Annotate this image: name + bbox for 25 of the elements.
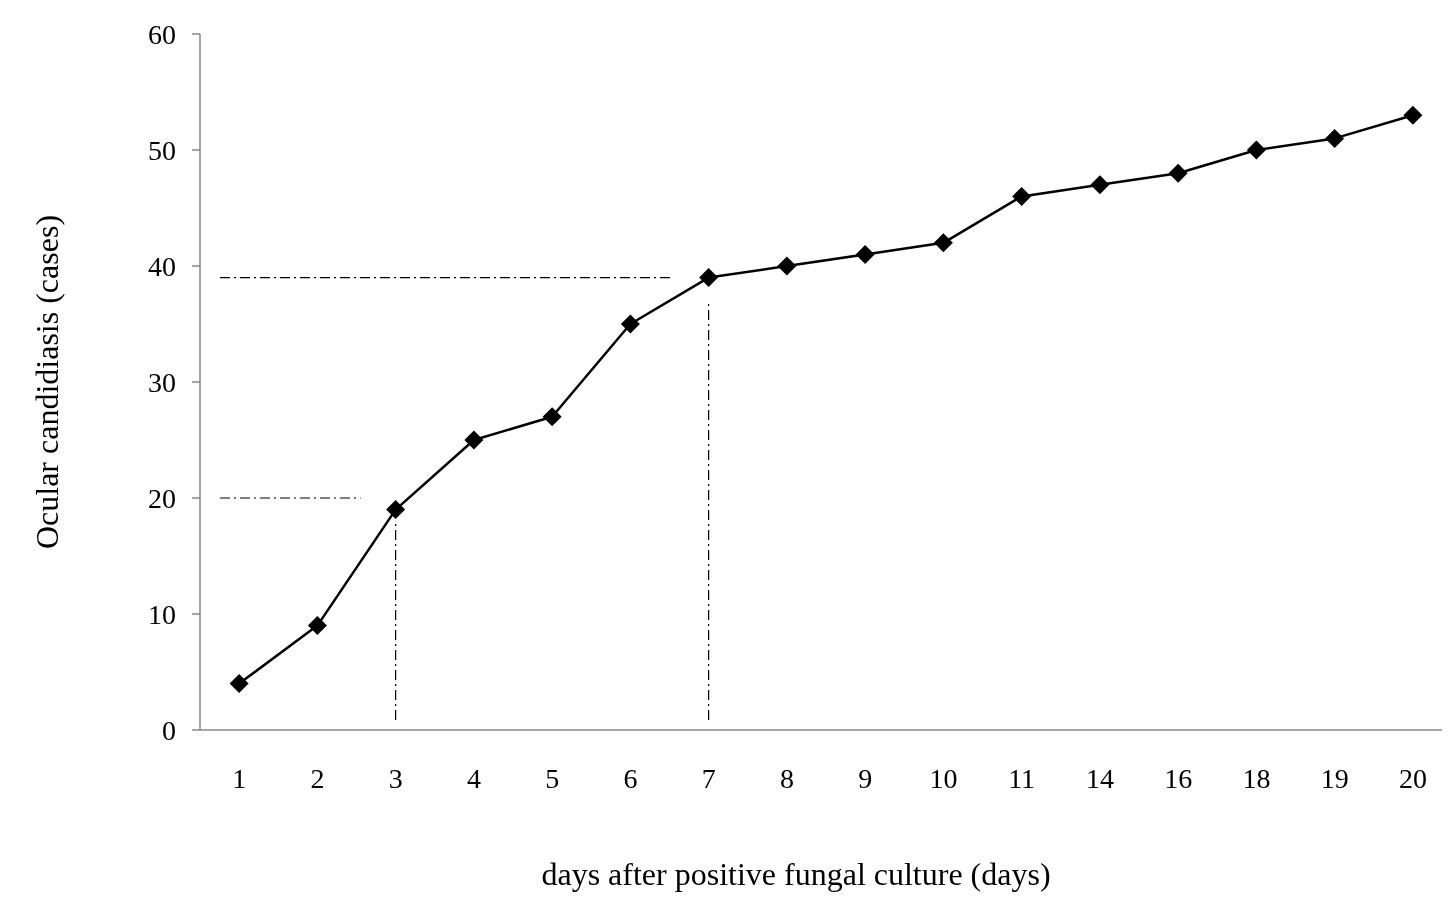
x-tick-label: 7: [701, 763, 716, 794]
x-tick-label: 8: [779, 763, 794, 794]
x-tick-label: 5: [545, 763, 560, 794]
x-tick-label: 2: [310, 763, 325, 794]
y-tick-label: 20: [148, 482, 176, 514]
y-tick-label: 30: [148, 366, 176, 398]
y-axis-title: Ocular candidiasis (cases): [29, 214, 65, 550]
x-tick-label: 16: [1164, 763, 1193, 794]
y-tick-label: 60: [148, 18, 176, 50]
x-tick-label: 14: [1085, 763, 1114, 794]
x-tick-label: 6: [623, 763, 638, 794]
x-tick-label: 4: [466, 763, 481, 794]
x-tick-label: 3: [388, 763, 403, 794]
x-tick-label: 1: [232, 763, 247, 794]
y-tick-label: 0: [162, 714, 176, 746]
x-tick-label: 18: [1242, 763, 1271, 794]
x-tick-label: 20: [1398, 763, 1427, 794]
y-tick-label: 40: [148, 250, 176, 282]
x-tick-label: 10: [929, 763, 958, 794]
x-tick-label: 19: [1320, 763, 1349, 794]
x-tick-label: 11: [1008, 763, 1036, 794]
y-tick-label: 10: [148, 598, 176, 630]
y-tick-label: 50: [148, 134, 176, 166]
x-tick-label: 9: [858, 763, 873, 794]
x-axis-title: days after positive fungal culture (days): [541, 856, 1051, 892]
